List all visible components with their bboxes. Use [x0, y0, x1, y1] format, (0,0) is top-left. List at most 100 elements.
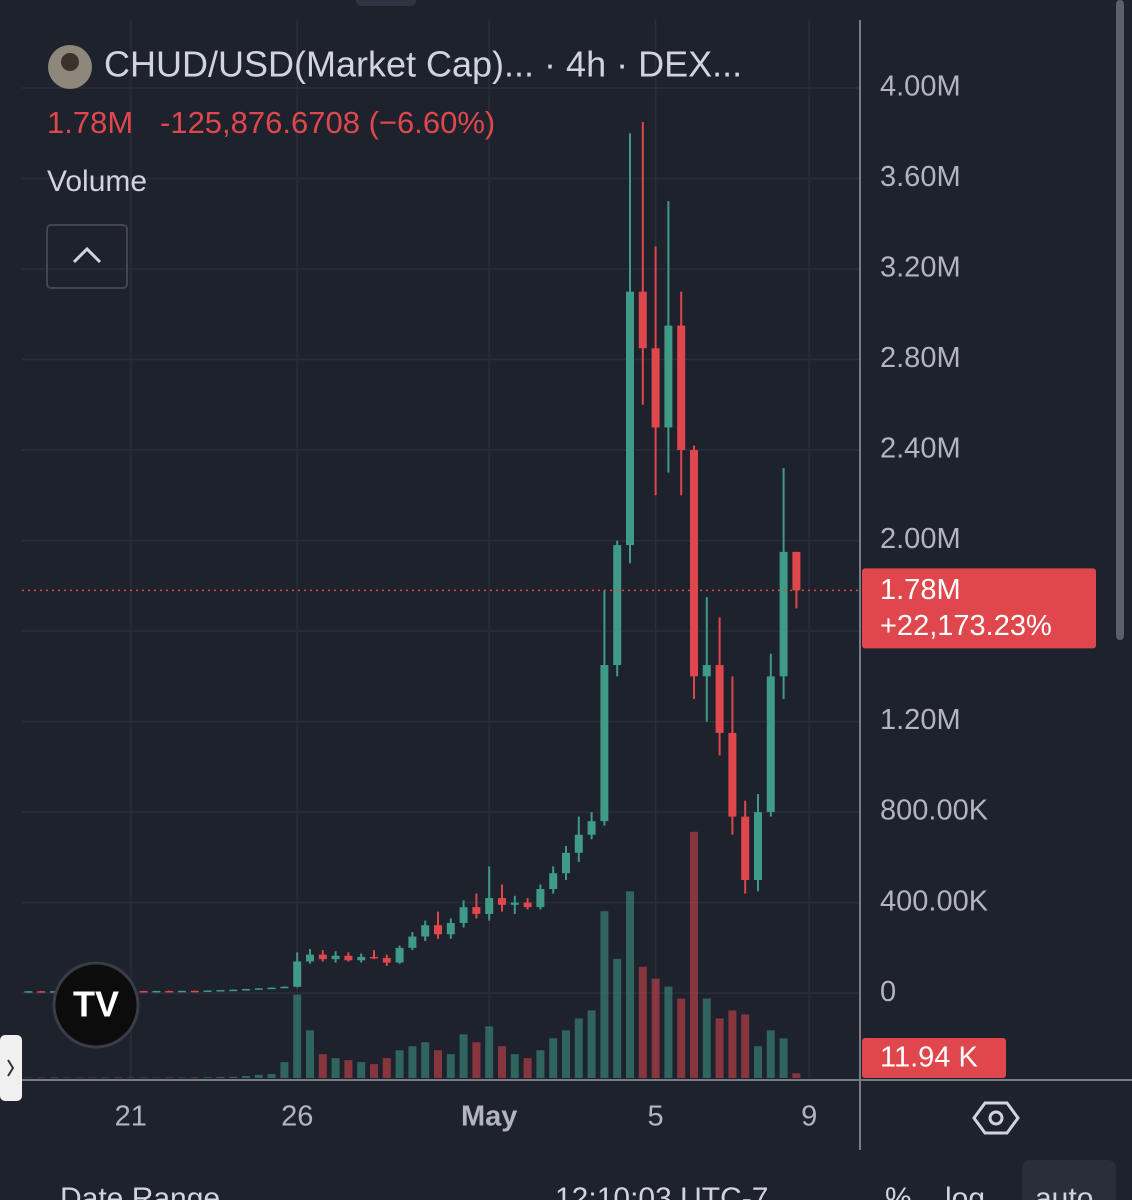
candle-body [638, 291, 647, 349]
candle-body [165, 990, 174, 993]
volume-bar [216, 1077, 225, 1078]
y-tick-label: 2.00M [880, 523, 961, 555]
tv-logo-mark: TV [73, 984, 119, 1025]
avatar-face [61, 53, 79, 71]
scrollbar[interactable] [1116, 0, 1124, 640]
candle-body [536, 889, 545, 908]
volume-bar [523, 1058, 532, 1078]
volume-last-label: 11.94 K [880, 1042, 978, 1074]
symbol-title: CHUD/USD(Market Cap)... · 4h · DEX... [104, 44, 742, 85]
candle-body [152, 990, 161, 993]
y-tick-label: 0 [880, 976, 896, 1008]
volume-bar [574, 1018, 583, 1078]
candle-body [229, 989, 238, 992]
volume-bar [754, 1046, 762, 1078]
candle-body [779, 551, 788, 677]
x-tick-label: May [461, 1101, 517, 1133]
volume-bar [395, 1050, 404, 1078]
volume-bar [114, 1077, 122, 1078]
collapse-button[interactable] [46, 224, 128, 289]
volume-bar [651, 978, 660, 1078]
volume-bar [715, 1018, 724, 1078]
volume-bar [434, 1050, 442, 1078]
volume-bar [242, 1076, 250, 1078]
y-tick-label: 1.20M [880, 704, 961, 736]
candle-body [523, 902, 532, 908]
candle-body [280, 986, 289, 989]
volume-bar [306, 1030, 314, 1078]
candle-body [792, 551, 801, 591]
change: -125,876.6708 (−6.60%) [160, 105, 495, 140]
candle-body [472, 907, 481, 914]
x-tick-label: 9 [801, 1101, 817, 1133]
candle-body [24, 991, 33, 993]
top-handle [356, 0, 416, 6]
auto-toggle[interactable]: auto [1035, 1182, 1093, 1200]
volume-bar [613, 958, 622, 1078]
candle-body [216, 990, 225, 992]
clock: 12:10:03 UTC-7 [555, 1182, 768, 1200]
volume-bar [498, 1046, 506, 1078]
volume-bar [472, 1042, 481, 1078]
side-tab[interactable] [0, 1035, 22, 1101]
candle-body [510, 902, 519, 905]
volume-bar [293, 994, 302, 1078]
tv-logo[interactable] [52, 961, 140, 1049]
y-tick-label: 2.80M [880, 342, 961, 374]
candles [24, 121, 801, 993]
candle-body [754, 812, 762, 880]
last-price-label: 1.78M [880, 574, 961, 606]
volume-bar [728, 1010, 737, 1078]
volume-bar [536, 1050, 545, 1078]
volume-pane [24, 831, 801, 1078]
date-range[interactable]: Date Range [60, 1182, 220, 1200]
candle-body [293, 961, 302, 987]
grid [22, 20, 860, 1080]
candle-body [267, 987, 276, 990]
candle-body [331, 955, 340, 960]
volume-bar [766, 1030, 775, 1078]
auto-button[interactable] [1022, 1160, 1116, 1200]
volume-bar [779, 1038, 788, 1078]
candle-body [370, 956, 378, 959]
candle-body [613, 545, 622, 666]
candle-body [139, 991, 148, 993]
volume-bar [549, 1038, 558, 1078]
volume-bar [203, 1077, 212, 1078]
candle-body [498, 898, 506, 905]
volume-bar [165, 1077, 174, 1078]
volume-bar [190, 1077, 199, 1078]
y-tick-label: 800.00K [880, 795, 989, 827]
y-tick-label: 3.20M [880, 252, 961, 284]
candle-body [178, 990, 186, 993]
y-tick-label: 400.00K [880, 885, 989, 917]
volume-bar [626, 891, 634, 1078]
settings-icon[interactable] [972, 1101, 1020, 1135]
volume-bar [702, 998, 711, 1078]
candle-body [395, 947, 404, 963]
percent-toggle[interactable]: % [885, 1182, 912, 1200]
x-tick-label: 21 [115, 1101, 147, 1133]
candle-body [190, 990, 199, 993]
side-tab-icon [7, 1059, 15, 1077]
candle-body [37, 991, 46, 993]
last-price-box [862, 568, 1096, 649]
volume-bar [664, 986, 673, 1078]
candle-body [434, 925, 442, 935]
candle-body [651, 348, 660, 428]
candle-body [741, 816, 750, 880]
candle-body [446, 922, 455, 935]
candle-body [626, 291, 634, 546]
candle-body [600, 665, 609, 822]
candle-body [357, 956, 366, 961]
candle-body [715, 665, 724, 733]
indicator-name: Volume [47, 165, 147, 198]
log-toggle[interactable]: log [945, 1182, 985, 1200]
volume-bar [370, 1064, 378, 1078]
candle-body [50, 991, 58, 993]
volume-bar [267, 1074, 276, 1078]
volume-bar [280, 1062, 289, 1078]
candle-body [766, 676, 775, 813]
candle-body [382, 958, 391, 963]
